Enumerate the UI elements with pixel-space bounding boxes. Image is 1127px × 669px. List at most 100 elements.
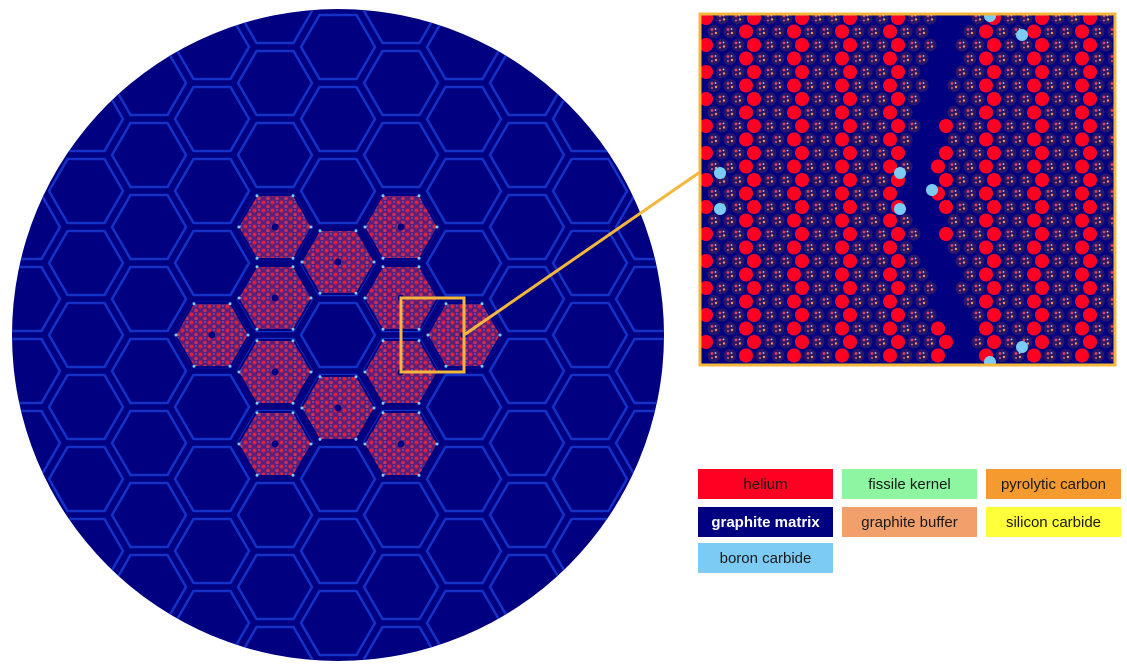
triso-particle	[1019, 146, 1033, 160]
graphite-block	[614, 337, 664, 405]
helium-channel	[1035, 65, 1049, 79]
boron-carbide-rod	[174, 333, 178, 337]
triso-particle	[867, 133, 881, 146]
graphite-block	[47, 445, 125, 513]
triso-particle	[859, 92, 873, 106]
triso-particle	[955, 227, 969, 241]
helium-channel	[1035, 281, 1049, 295]
graphite-block	[12, 553, 62, 621]
triso-particle	[1051, 15, 1065, 25]
triso-particle	[947, 133, 961, 146]
boron-carbide-rod	[255, 473, 259, 477]
triso-particle	[1091, 160, 1105, 173]
triso-particle	[755, 106, 769, 119]
triso-particle	[723, 133, 737, 146]
triso-particle	[1091, 79, 1105, 92]
triso-particle	[707, 268, 721, 281]
helium-channel	[747, 335, 761, 349]
triso-particle	[915, 268, 929, 281]
triso-particle	[1067, 173, 1081, 187]
helium-channel	[891, 227, 905, 241]
helium-channel	[891, 119, 905, 133]
triso-particle	[763, 281, 777, 295]
triso-particle	[1091, 52, 1105, 65]
helium-channel	[1035, 308, 1049, 322]
helium-channel	[747, 15, 761, 25]
triso-particle	[819, 187, 833, 200]
helium-channel	[843, 146, 857, 160]
triso-particle	[1043, 187, 1057, 200]
graphite-block	[488, 193, 566, 261]
helium-channel	[843, 38, 857, 52]
helium-channel	[1035, 227, 1049, 241]
helium-channel	[1083, 227, 1097, 241]
helium-channel	[739, 294, 753, 309]
triso-particle	[1003, 38, 1017, 52]
graphite-block	[299, 157, 377, 225]
triso-particle	[851, 25, 865, 38]
boron-carbide-rod	[291, 411, 295, 415]
boron-carbide-rod	[417, 256, 421, 260]
boron-carbide-rod	[300, 260, 304, 264]
helium-channel	[979, 267, 993, 282]
triso-particle	[715, 65, 729, 79]
boron-carbide-rod	[309, 370, 313, 374]
helium-channel	[739, 24, 753, 39]
triso-particle	[875, 92, 889, 106]
boron-carbide-rod	[309, 296, 313, 300]
graphite-block	[110, 265, 188, 333]
helium-channel	[787, 294, 801, 309]
triso-particle	[771, 349, 785, 362]
graphite-block	[236, 481, 314, 549]
graphite-block	[12, 121, 62, 189]
helium-channel	[891, 254, 905, 268]
boron-carbide-rod	[255, 256, 259, 260]
helium-channel	[1035, 15, 1049, 25]
helium-channel	[835, 105, 849, 120]
graphite-block	[425, 229, 503, 297]
triso-particle	[819, 106, 833, 119]
graphite-block	[12, 481, 62, 549]
triso-particle	[755, 322, 769, 335]
boron-carbide-rod	[381, 194, 385, 198]
triso-particle	[755, 241, 769, 254]
triso-particle	[779, 65, 793, 79]
helium-channel	[1083, 335, 1097, 349]
triso-particle	[779, 254, 793, 268]
helium-channel	[843, 200, 857, 214]
triso-particle	[851, 322, 865, 335]
triso-particle	[779, 146, 793, 160]
triso-particle	[1011, 133, 1025, 146]
triso-particle	[819, 25, 833, 38]
triso-particle	[811, 65, 825, 79]
triso-particle	[859, 308, 873, 322]
helium-channel	[883, 51, 897, 66]
triso-particle	[971, 254, 985, 268]
triso-particle	[923, 15, 937, 25]
graphite-block	[425, 85, 503, 153]
legend-label-silicon-carbide: silicon carbide	[1005, 513, 1102, 531]
triso-particle	[995, 214, 1009, 227]
boron-carbide-rod	[354, 229, 358, 233]
helium-channel	[747, 146, 761, 160]
helium-channel	[701, 65, 713, 79]
triso-particle	[867, 349, 881, 362]
helium-channel	[795, 92, 809, 106]
triso-particle	[1099, 173, 1113, 187]
triso-particle	[867, 268, 881, 281]
triso-particle	[1099, 15, 1113, 25]
triso-particle	[1011, 322, 1025, 335]
graphite-block	[679, 663, 753, 669]
triso-particle	[1051, 146, 1065, 160]
boron-carbide-rod	[291, 339, 295, 343]
helium-channel	[747, 119, 761, 133]
helium-channel	[1035, 92, 1049, 106]
triso-particle	[1091, 187, 1105, 200]
triso-particle	[1067, 227, 1081, 241]
legend-item-graphite-matrix: graphite matrix	[698, 507, 833, 537]
graphite-block	[49, 663, 123, 669]
triso-particle	[779, 308, 793, 322]
triso-particle	[899, 241, 913, 254]
triso-particle	[851, 52, 865, 65]
helium-channel	[939, 200, 953, 214]
